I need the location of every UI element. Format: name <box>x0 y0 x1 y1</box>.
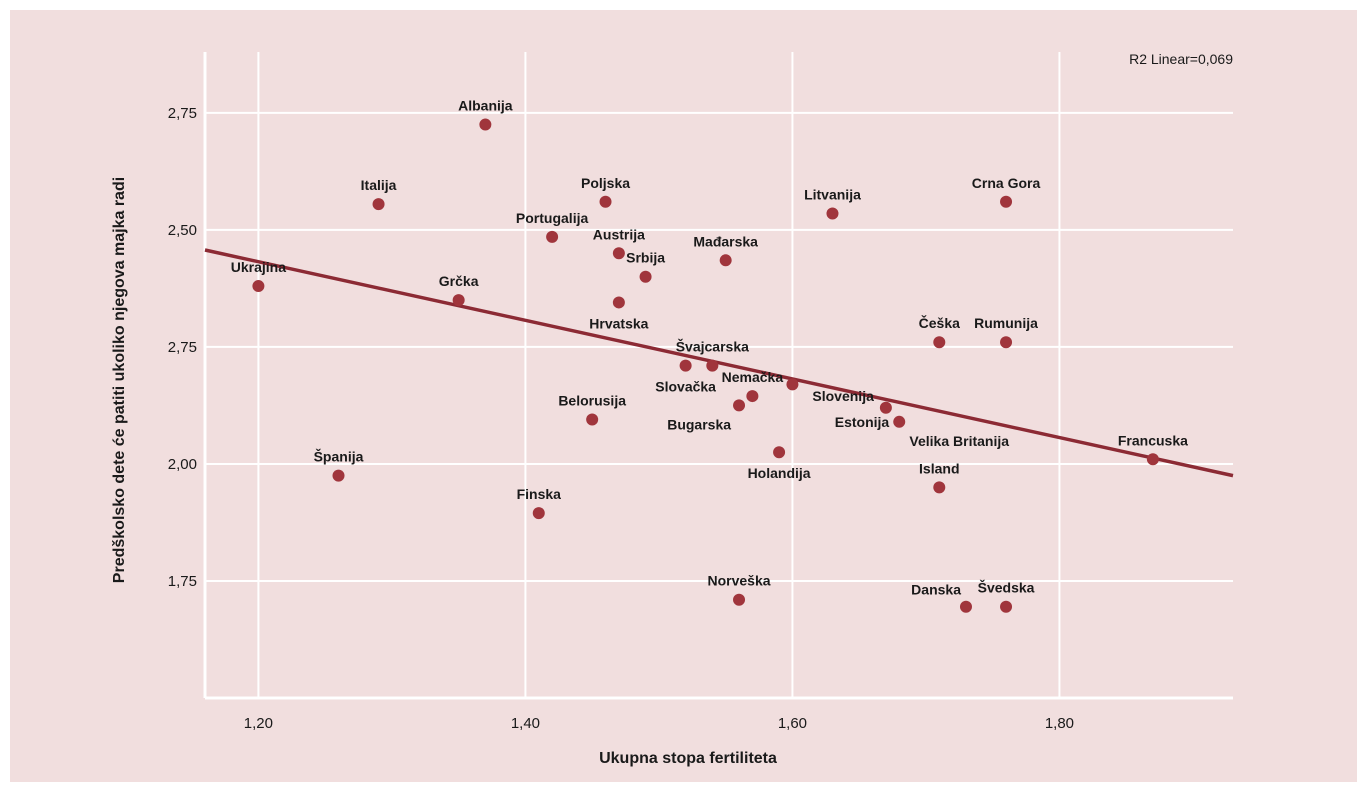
point-label: Grčka <box>439 273 479 289</box>
data-point <box>879 401 892 414</box>
data-point <box>733 399 746 412</box>
data-point <box>639 270 652 283</box>
point-label: Bugarska <box>667 416 731 432</box>
point-label: Crna Gora <box>972 175 1041 191</box>
data-point <box>706 359 719 372</box>
point-label: Rumunija <box>974 315 1038 331</box>
point-label: Hrvatska <box>589 315 648 331</box>
x-tick-label: 1,80 <box>1045 715 1074 732</box>
chart-background <box>10 10 1357 782</box>
data-point <box>332 469 345 482</box>
data-point <box>746 390 759 403</box>
data-point <box>252 280 265 293</box>
r2-annotation: R2 Linear=0,069 <box>1129 51 1233 67</box>
data-point <box>786 378 799 391</box>
data-point <box>599 195 612 208</box>
point-labels: Albanija Italija Poljska PortugalijaAustrij… <box>231 98 1188 598</box>
point-label: Albanija <box>458 98 513 114</box>
data-point <box>679 359 692 372</box>
point-label: Poljska <box>581 175 630 191</box>
data-point <box>733 593 746 606</box>
fit-line-group <box>204 248 1234 478</box>
point-label: Belorusija <box>558 392 626 408</box>
y-tick-label: 2,75 <box>168 105 197 122</box>
point-label: Litvanija <box>804 187 861 203</box>
data-point <box>612 296 625 309</box>
point-label: Slovenija <box>812 388 874 404</box>
data-point <box>1000 195 1013 208</box>
data-point <box>719 254 732 267</box>
data-point <box>532 507 545 520</box>
point-label: Danska <box>911 582 961 598</box>
point-label: Ukrajina <box>231 259 286 275</box>
data-point <box>1146 453 1159 466</box>
fit-line <box>204 248 1234 478</box>
point-label: Norveška <box>708 573 771 589</box>
point-label: Holandija <box>748 465 811 481</box>
data-point <box>933 336 946 349</box>
data-point <box>586 413 599 426</box>
y-tick-label: 2,50 <box>168 222 197 239</box>
data-point <box>612 247 625 260</box>
point-label: Estonija <box>835 414 890 430</box>
axes <box>203 52 1233 700</box>
tick-labels: 1,20 1,40 1,60 1,80 1,75 2,00 2,75 2,50 2,75 <box>168 105 1074 732</box>
y-tick-label: 2,75 <box>168 339 197 356</box>
y-axis-title: Predškolsko dete će patiti ukoliko njego… <box>111 177 128 583</box>
point-label: Srbija <box>626 250 665 266</box>
data-point <box>1000 600 1013 613</box>
x-tick-label: 1,60 <box>778 715 807 732</box>
point-label: Francuska <box>1118 432 1188 448</box>
y-tick-label: 2,00 <box>168 456 197 473</box>
data-point <box>1000 336 1013 349</box>
point-label: Portugalija <box>516 210 589 226</box>
point-label: Švedska <box>978 579 1035 596</box>
point-label: Finska <box>517 486 562 502</box>
data-point <box>826 207 839 220</box>
point-label: Španija <box>314 448 364 465</box>
data-point <box>959 600 972 613</box>
point-label: Češka <box>919 314 960 331</box>
gridlines <box>205 52 1233 698</box>
x-tick-label: 1,40 <box>511 715 540 732</box>
data-point <box>479 118 492 131</box>
point-label: Švajcarska <box>676 338 749 355</box>
point-label: Italija <box>361 177 397 193</box>
point-label: Nemačka <box>722 369 784 385</box>
point-label: Mađarska <box>693 233 758 249</box>
point-label: Slovačka <box>655 379 716 395</box>
x-axis-title: Ukupna stopa fertiliteta <box>599 750 777 767</box>
data-points <box>252 118 1159 613</box>
point-label: Island <box>919 460 959 476</box>
chart-panel: 1,20 1,40 1,60 1,80 1,75 2,00 2,75 2,50 2,75 Alb… <box>10 10 1357 782</box>
data-point <box>546 230 559 243</box>
data-point <box>773 446 786 459</box>
x-tick-label: 1,20 <box>244 715 273 732</box>
data-point <box>893 415 906 428</box>
point-label: Velika Britanija <box>909 433 1009 449</box>
y-tick-label: 1,75 <box>168 573 197 590</box>
data-point <box>933 481 946 494</box>
scatter-chart: 1,20 1,40 1,60 1,80 1,75 2,00 2,75 2,50 2,75 Alb… <box>10 10 1357 782</box>
data-point <box>372 198 385 211</box>
data-point <box>452 294 465 307</box>
point-label: Austrija <box>593 226 645 242</box>
